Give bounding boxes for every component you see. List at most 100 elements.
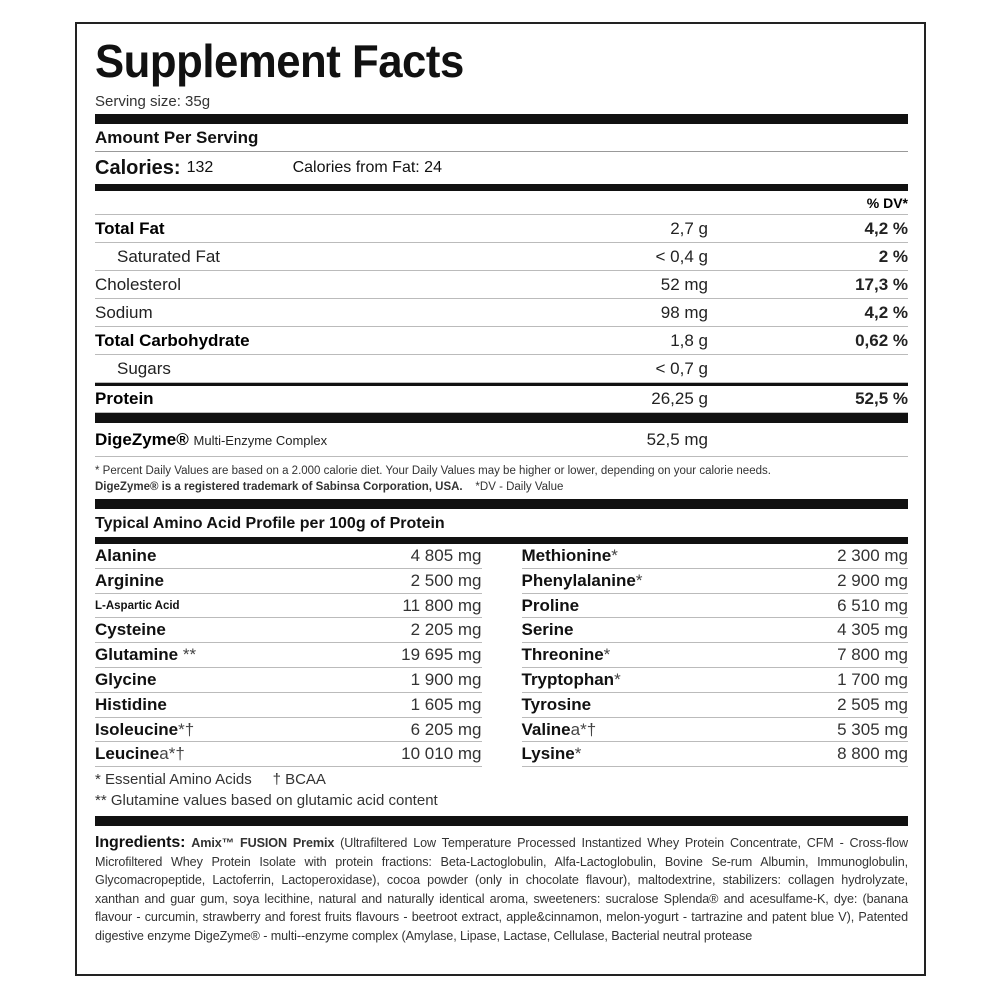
amino-value: 1 700 mg xyxy=(837,669,908,689)
dv-header-row: % DV* xyxy=(95,191,908,215)
nutrient-row: Cholesterol 52 mg 17,3 % xyxy=(95,271,908,299)
amino-name: L-Aspartic Acid xyxy=(95,599,180,612)
amino-row: Glutamine ** 19 695 mg xyxy=(95,643,482,668)
divider xyxy=(95,816,908,827)
amino-name: Histidine xyxy=(95,694,167,714)
supplement-facts-panel: Supplement Facts Serving size: 35g Amoun… xyxy=(75,22,926,976)
amino-value: 7 800 mg xyxy=(837,645,908,665)
nutrient-row: Sodium 98 mg 4,2 % xyxy=(95,299,908,327)
nutrient-amount: < 0,4 g xyxy=(655,246,708,266)
divider xyxy=(95,499,908,509)
amino-name: Valinea*† xyxy=(521,719,597,739)
amino-row: Isoleucine*† 6 205 mg xyxy=(95,718,482,743)
nutrient-row: Total Carbohydrate 1,8 g 0,62 % xyxy=(95,327,908,355)
nutrient-name: Total Fat xyxy=(95,218,165,238)
digezyme-desc: Multi-Enzyme Complex xyxy=(193,432,328,448)
amino-row: Methionine* 2 300 mg xyxy=(521,544,908,569)
amino-row: Proline 6 510 mg xyxy=(521,594,908,619)
nutrient-dv: 0,62 % xyxy=(855,330,908,350)
amino-row: Cysteine 2 205 mg xyxy=(95,618,482,644)
ingredients-text: (Ultrafiltered Low Temperature Processed… xyxy=(95,836,908,943)
amino-value: 11 800 mg xyxy=(402,595,482,615)
amino-row: Glycine 1 900 mg xyxy=(95,668,482,693)
amino-header: Typical Amino Acid Profile per 100g of P… xyxy=(95,515,445,532)
nutrient-row: Sugars < 0,7 g xyxy=(95,355,908,383)
amino-row: Threonine* 7 800 mg xyxy=(521,643,908,668)
ingredients-premix: Amix™ FUSION Premix xyxy=(191,836,335,851)
amino-name: Glutamine ** xyxy=(95,645,197,665)
calories-from-fat: Calories from Fat: 24 xyxy=(292,159,442,176)
amino-name: Proline xyxy=(521,595,580,615)
amino-name: Alanine xyxy=(95,546,157,565)
amino-row: Leucinea*† 10 010 mg xyxy=(95,742,482,768)
divider xyxy=(95,537,908,544)
calories-row: Calories: 132 Calories from Fat: 24 xyxy=(95,152,908,184)
amino-value: 2 900 mg xyxy=(837,570,908,590)
nutrient-name: Saturated Fat xyxy=(117,246,221,266)
nutrient-name: Sodium xyxy=(95,302,153,322)
nutrient-amount: 2,7 g xyxy=(670,218,708,238)
divider xyxy=(95,413,908,423)
nutrient-dv: 17,3 % xyxy=(855,274,908,294)
footnote-dv: * Percent Daily Values are based on a 2.… xyxy=(95,465,771,477)
ingredients: Ingredients: Amix™ FUSION Premix (Ultraf… xyxy=(95,826,908,945)
amino-name: Serine xyxy=(521,620,574,640)
nutrient-name: Sugars xyxy=(117,358,171,378)
amino-name: Phenylalanine* xyxy=(521,570,643,590)
nutrient-amount: 26,25 g xyxy=(651,389,708,408)
amino-name: Isoleucine*† xyxy=(95,719,195,739)
amino-value: 6 510 mg xyxy=(837,595,908,615)
amino-value: 2 300 mg xyxy=(837,546,908,565)
amino-name: Tyrosine xyxy=(521,694,592,714)
digezyme-amount: 52,5 mg xyxy=(646,429,708,449)
trademark-note: DigeZyme® is a registered trademark of S… xyxy=(95,481,463,493)
amount-per-serving: Amount Per Serving xyxy=(95,124,908,152)
amino-row: Valinea*† 5 305 mg xyxy=(521,718,908,743)
amino-value: 8 800 mg xyxy=(837,744,908,764)
nutrient-dv: 4,2 % xyxy=(864,218,908,238)
nutrient-row: Saturated Fat < 0,4 g 2 % xyxy=(95,243,908,271)
amino-value: 2 505 mg xyxy=(837,694,908,714)
nutrient-dv: 4,2 % xyxy=(864,302,908,322)
nutrient-amount: 1,8 g xyxy=(670,330,708,350)
amino-value: 5 305 mg xyxy=(837,719,908,739)
note-glutamine: ** Glutamine values based on glutamic ac… xyxy=(95,792,438,810)
amino-row: Serine 4 305 mg xyxy=(521,618,908,644)
nutrient-name: Protein xyxy=(95,389,154,408)
nutrient-row: Total Fat 2,7 g 4,2 % xyxy=(95,215,908,243)
amino-row: Tyrosine 2 505 mg xyxy=(521,693,908,718)
nutrient-amount: < 0,7 g xyxy=(655,358,708,378)
footnote: * Percent Daily Values are based on a 2.… xyxy=(95,457,908,499)
amino-row: Histidine 1 605 mg xyxy=(95,693,482,718)
nutrient-dv: 2 % xyxy=(878,246,908,266)
divider xyxy=(95,114,908,124)
amino-name: Glycine xyxy=(95,669,157,689)
dv-note: *DV - Daily Value xyxy=(475,481,564,493)
amino-value: 1 605 mg xyxy=(410,694,482,714)
serving-size: Serving size: 35g xyxy=(95,93,211,110)
amino-row: Lysine* 8 800 mg xyxy=(521,742,908,768)
calories-label: Calories: xyxy=(95,156,181,179)
amino-row: L-Aspartic Acid 11 800 mg xyxy=(95,594,482,619)
amino-name: Methionine* xyxy=(521,546,618,565)
amino-value: 1 900 mg xyxy=(410,669,482,689)
amino-table: Alanine 4 805 mg Arginine 2 500 mg L-Asparti… xyxy=(95,544,908,768)
amino-value: 2 205 mg xyxy=(410,620,482,640)
panel-title: Supplement Facts xyxy=(95,35,464,87)
amino-row: Phenylalanine* 2 900 mg xyxy=(521,569,908,594)
amino-name: Arginine xyxy=(95,570,164,590)
digezyme-row: DigeZyme® Multi-Enzyme Complex 52,5 mg xyxy=(95,423,908,457)
nutrient-name: Total Carbohydrate xyxy=(95,330,250,350)
dv-header: % DV* xyxy=(866,194,908,211)
amino-name: Cysteine xyxy=(95,620,166,640)
nutrient-row: Protein 26,25 g 52,5 % xyxy=(95,383,908,413)
ingredients-label: Ingredients: xyxy=(95,834,186,852)
amino-value: 4 305 mg xyxy=(837,620,908,640)
nutrient-amount: 98 mg xyxy=(660,302,708,322)
amino-name: Lysine* xyxy=(521,744,582,764)
amino-value: 10 010 mg xyxy=(401,744,482,764)
calories-value: 132 xyxy=(186,159,214,176)
amino-value: 4 805 mg xyxy=(410,546,482,565)
amino-notes: * Essential Amino Acids † BCAA ** Glutam… xyxy=(95,767,908,816)
amino-name: Threonine* xyxy=(521,645,611,665)
